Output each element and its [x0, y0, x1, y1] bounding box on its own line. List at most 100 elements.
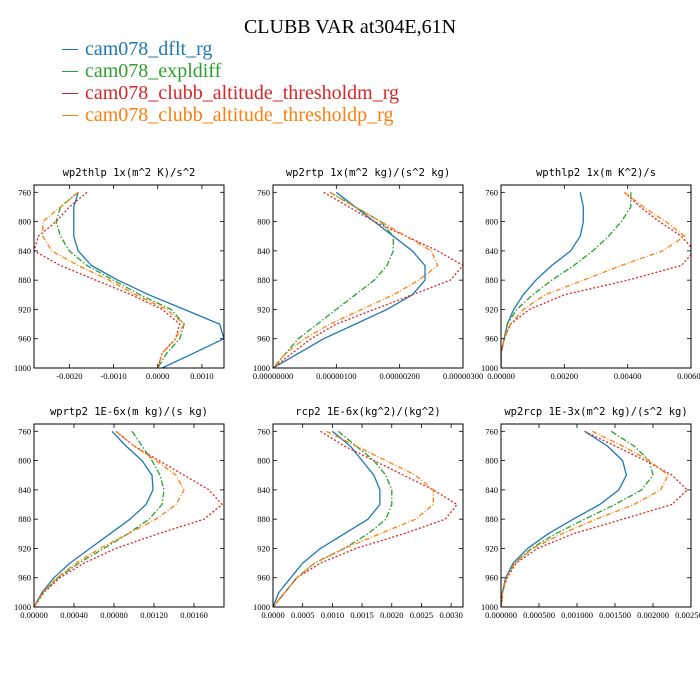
y-tick-label: 880 — [485, 275, 498, 285]
legend-item: cam078_expldiff — [62, 60, 399, 82]
x-tick-label: -0.0020 — [56, 371, 82, 381]
x-tick-label: 0.000000 — [485, 610, 517, 620]
x-tick-label: 0.00080 — [100, 610, 128, 620]
panel-4: rcp2 1E-6x(kg^2)/(kg^2) 760 800 840 880 920 96… — [253, 406, 464, 620]
series-line-2 — [501, 191, 691, 368]
legend-swatch-2 — [62, 92, 78, 94]
y-tick-label: 760 — [257, 426, 270, 436]
y-tick-label: 1000 — [481, 602, 498, 612]
series-line-0 — [501, 192, 584, 368]
y-tick-label: 880 — [18, 514, 31, 524]
y-tick-label: 920 — [18, 543, 31, 553]
x-tick-label: 0.0020 — [380, 610, 403, 620]
panel-frame — [500, 184, 692, 369]
x-tick-label: 0.0010 — [321, 610, 344, 620]
panel-series-group — [34, 430, 223, 607]
y-tick-label: 1000 — [14, 363, 31, 373]
legend-item: cam078_clubb_altitude_thresholdp_rg — [62, 104, 399, 126]
y-tick-label: 840 — [18, 246, 31, 256]
legend-label: cam078_expldiff — [85, 60, 222, 82]
y-tick-label: 1000 — [14, 602, 31, 612]
y-tick-label: 920 — [257, 543, 270, 553]
x-tick-label: 0.00400 — [614, 371, 642, 381]
x-tick-label: 0.001500 — [599, 610, 631, 620]
panel-title: wp2rcp 1E-3x(m^2 kg)/(s^2 kg) — [504, 406, 687, 418]
x-tick-label: 0.00160 — [180, 610, 208, 620]
panel-2: wpthlp2 1x(m K^2)/s 760 800 840 880 920 960 100… — [481, 167, 700, 381]
x-tick-label: 0.000500 — [523, 610, 555, 620]
x-tick-label: 0.00000200 — [379, 371, 419, 381]
legend: cam078_dflt_rg cam078_expldiff cam078_cl… — [62, 38, 399, 126]
x-tick-label: 0.0010 — [190, 371, 213, 381]
panel-frame — [272, 423, 464, 608]
y-tick-label: 840 — [485, 485, 498, 495]
y-tick-label: 960 — [257, 334, 270, 344]
legend-label: cam078_clubb_altitude_thresholdp_rg — [85, 104, 394, 126]
y-tick-label: 800 — [485, 456, 498, 466]
panel-title: rcp2 1E-6x(kg^2)/(kg^2) — [295, 406, 440, 418]
y-tick-label: 880 — [257, 275, 270, 285]
y-tick-label: 960 — [257, 573, 270, 583]
y-tick-label: 800 — [257, 217, 270, 227]
x-tick-label: 0.0025 — [410, 610, 433, 620]
series-line-0 — [34, 430, 154, 607]
y-tick-label: 840 — [257, 246, 270, 256]
panel-series-group — [273, 430, 458, 607]
panel-title: wp2rtp 1x(m^2 kg)/(s^2 kg) — [286, 167, 450, 179]
x-tick-label: 0.0000 — [146, 371, 169, 381]
series-line-0 — [73, 192, 224, 368]
x-tick-label: 0.0015 — [350, 610, 373, 620]
x-tick-label: 0.00200 — [551, 371, 579, 381]
series-line-0 — [501, 430, 628, 607]
x-tick-label: 0.0000 — [261, 610, 284, 620]
series-line-2 — [34, 191, 181, 368]
x-tick-label: -0.0010 — [100, 371, 126, 381]
y-tick-label: 920 — [18, 304, 31, 314]
y-tick-label: 800 — [18, 456, 31, 466]
y-tick-label: 840 — [18, 485, 31, 495]
panel-frame — [33, 423, 225, 608]
panel-0: wp2thlp 1x(m^2 K)/s^2 760 800 840 880 920 960 1… — [14, 167, 225, 381]
y-tick-label: 920 — [257, 304, 270, 314]
y-tick-label: 800 — [485, 217, 498, 227]
x-tick-label: 0.00000 — [20, 610, 48, 620]
y-tick-label: 960 — [485, 573, 498, 583]
y-tick-label: 760 — [18, 426, 31, 436]
series-line-3 — [501, 191, 686, 368]
y-tick-label: 800 — [18, 217, 31, 227]
y-tick-label: 760 — [485, 187, 498, 197]
series-line-2 — [501, 430, 688, 607]
y-tick-label: 960 — [18, 573, 31, 583]
x-tick-label: 0.002500 — [675, 610, 700, 620]
y-tick-label: 800 — [257, 456, 270, 466]
figure-title: CLUBB VAR at304E,61N — [243, 16, 457, 38]
series-line-3 — [273, 430, 434, 607]
legend-swatch-0 — [62, 48, 78, 50]
series-line-1 — [501, 430, 654, 607]
panel-frame — [33, 184, 225, 369]
y-tick-label: 1000 — [481, 363, 498, 373]
x-tick-label: 0.00120 — [140, 610, 168, 620]
panel-series-group — [501, 191, 691, 368]
x-tick-label: 0.0030 — [439, 610, 462, 620]
series-line-3 — [501, 430, 669, 607]
y-tick-label: 840 — [257, 485, 270, 495]
series-line-1 — [273, 430, 393, 607]
y-tick-label: 880 — [18, 275, 31, 285]
y-tick-label: 760 — [18, 187, 31, 197]
series-line-1 — [501, 192, 632, 368]
x-tick-label: 0.00040 — [60, 610, 88, 620]
panel-title: wpthlp2 1x(m K^2)/s — [536, 167, 656, 179]
y-tick-label: 880 — [485, 514, 498, 524]
panel-title: wprtp2 1E-6x(m kg)/(s kg) — [50, 406, 208, 418]
series-line-3 — [34, 430, 185, 607]
legend-item: cam078_clubb_altitude_thresholdm_rg — [62, 82, 399, 104]
y-tick-label: 1000 — [253, 602, 270, 612]
x-tick-label: 0.00000 — [487, 371, 515, 381]
series-line-0 — [273, 191, 426, 368]
x-tick-label: 0.00000100 — [316, 371, 356, 381]
panel-title: wp2thlp 1x(m^2 K)/s^2 — [63, 167, 196, 179]
x-tick-label: 0.00600 — [677, 371, 700, 381]
y-tick-label: 840 — [485, 246, 498, 256]
